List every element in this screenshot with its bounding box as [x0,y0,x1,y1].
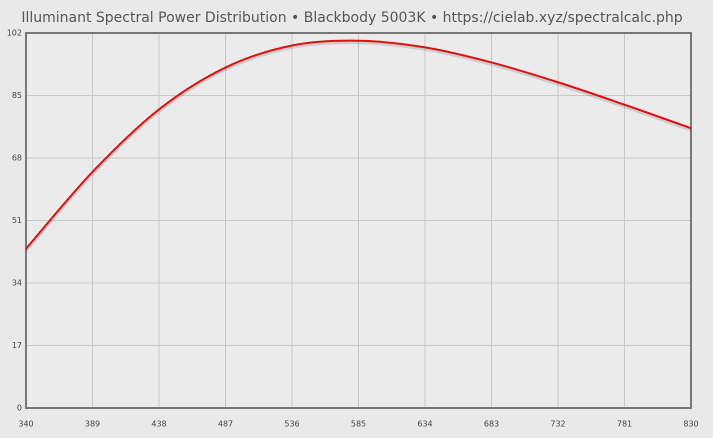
y-tick-label: 85 [12,91,22,100]
x-tick-label: 634 [417,420,432,429]
x-tick-label: 781 [617,420,632,429]
x-tick-label: 536 [284,420,299,429]
x-tick-label: 732 [550,420,565,429]
x-tick-label: 830 [683,420,698,429]
y-tick-label: 17 [12,341,22,350]
x-tick-label: 487 [218,420,233,429]
chart-title: Illuminant Spectral Power Distribution •… [21,10,682,26]
x-tick-label: 683 [484,420,499,429]
plot-border [25,32,692,409]
y-tick-label: 51 [12,216,22,225]
y-tick-label: 0 [17,404,22,413]
y-tick-label: 34 [12,279,22,288]
x-tick-label: 438 [151,420,166,429]
x-tick-label: 340 [18,420,33,429]
series-line [25,39,692,250]
x-tick-label: 585 [351,420,366,429]
line-shadow [24,41,692,252]
x-tick-label: 389 [85,420,100,429]
y-tick-label: 102 [7,29,22,38]
y-tick-label: 68 [12,154,22,163]
